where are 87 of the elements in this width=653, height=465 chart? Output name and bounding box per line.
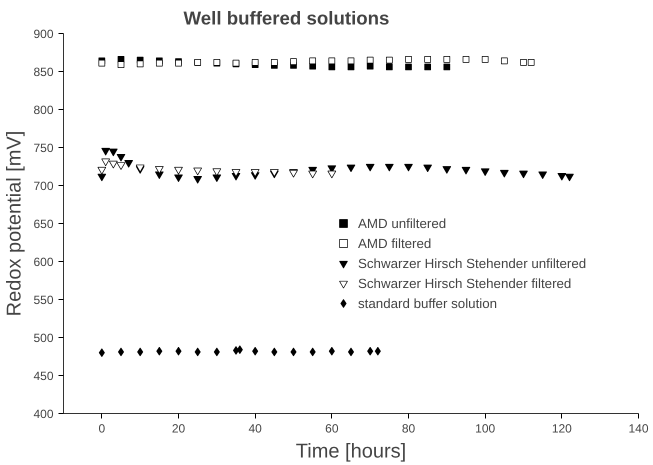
y-tick-label: 700 [33, 179, 54, 193]
point [116, 154, 126, 162]
y-tick-label: 900 [33, 27, 54, 41]
y-axis-title: Redox potential [mV] [3, 130, 26, 316]
point [108, 160, 118, 168]
legend-label: AMD filtered [358, 236, 432, 250]
point [424, 64, 432, 70]
point [250, 169, 260, 177]
point [124, 160, 134, 168]
point [310, 348, 316, 356]
point [519, 170, 528, 178]
point [193, 168, 202, 176]
legend-label: standard buffer solution [358, 296, 498, 310]
point [290, 58, 297, 65]
point [101, 148, 110, 156]
point [97, 166, 106, 175]
y-tick-label: 600 [33, 255, 54, 269]
point [175, 346, 182, 356]
x-axis-title: Time [hours] [296, 440, 406, 462]
y-tick-label: 500 [33, 331, 54, 345]
point [500, 58, 508, 64]
point [232, 169, 240, 177]
x-tick-label: 60 [325, 422, 339, 436]
point [271, 348, 278, 356]
point [443, 64, 450, 70]
point [328, 58, 336, 64]
x-tick-label: 120 [552, 422, 572, 436]
point [366, 164, 375, 172]
point [424, 56, 432, 63]
point [214, 348, 220, 356]
y-tick-label: 450 [33, 369, 54, 383]
y-tick-label: 400 [33, 407, 54, 421]
point [386, 64, 393, 70]
point [212, 174, 222, 182]
point [101, 158, 110, 166]
point [136, 60, 144, 68]
point [154, 166, 164, 174]
x-tick-label: 100 [475, 422, 496, 436]
point [309, 58, 316, 64]
point [108, 148, 118, 156]
legend-label: AMD unfiltered [358, 216, 446, 230]
point [270, 59, 278, 66]
point [118, 348, 124, 356]
point [500, 170, 509, 178]
point [154, 171, 164, 180]
point [348, 64, 354, 70]
point [423, 164, 432, 172]
point [557, 172, 566, 181]
point [346, 164, 356, 172]
point [174, 174, 183, 182]
point [137, 348, 144, 356]
x-tick-label: 40 [248, 422, 262, 436]
point [193, 176, 202, 184]
point [528, 59, 535, 66]
x-tick-label: 20 [172, 422, 186, 436]
point [116, 162, 126, 170]
x-tick-label: 0 [98, 422, 106, 436]
legend-label: Schwarzer Hirsch Stehender unfiltered [358, 256, 586, 270]
point [348, 348, 354, 356]
chart-title: Well buffered solutions [184, 8, 390, 28]
point [290, 348, 297, 356]
y-tick-label: 650 [33, 217, 54, 231]
point [384, 164, 394, 172]
point [482, 56, 489, 63]
legend-label: Schwarzer Hirsch Stehender filtered [358, 276, 572, 290]
point [366, 56, 374, 64]
y-tick-label: 800 [33, 103, 54, 117]
point [443, 56, 450, 63]
x-tick-label: 80 [402, 422, 416, 436]
y-tick-label: 850 [33, 65, 54, 79]
point [565, 174, 574, 182]
point [480, 168, 490, 176]
point [174, 166, 183, 175]
point [404, 164, 413, 172]
x-tick-label: 140 [628, 422, 649, 436]
y-tick-label: 750 [33, 141, 54, 155]
point [405, 64, 412, 70]
point [328, 64, 336, 70]
point [308, 170, 318, 178]
point [386, 56, 393, 64]
point [194, 348, 201, 356]
y-tick-label: 550 [33, 293, 54, 307]
point [462, 166, 470, 175]
point [327, 170, 336, 178]
point [442, 166, 452, 174]
point [538, 171, 548, 180]
point [97, 174, 106, 182]
